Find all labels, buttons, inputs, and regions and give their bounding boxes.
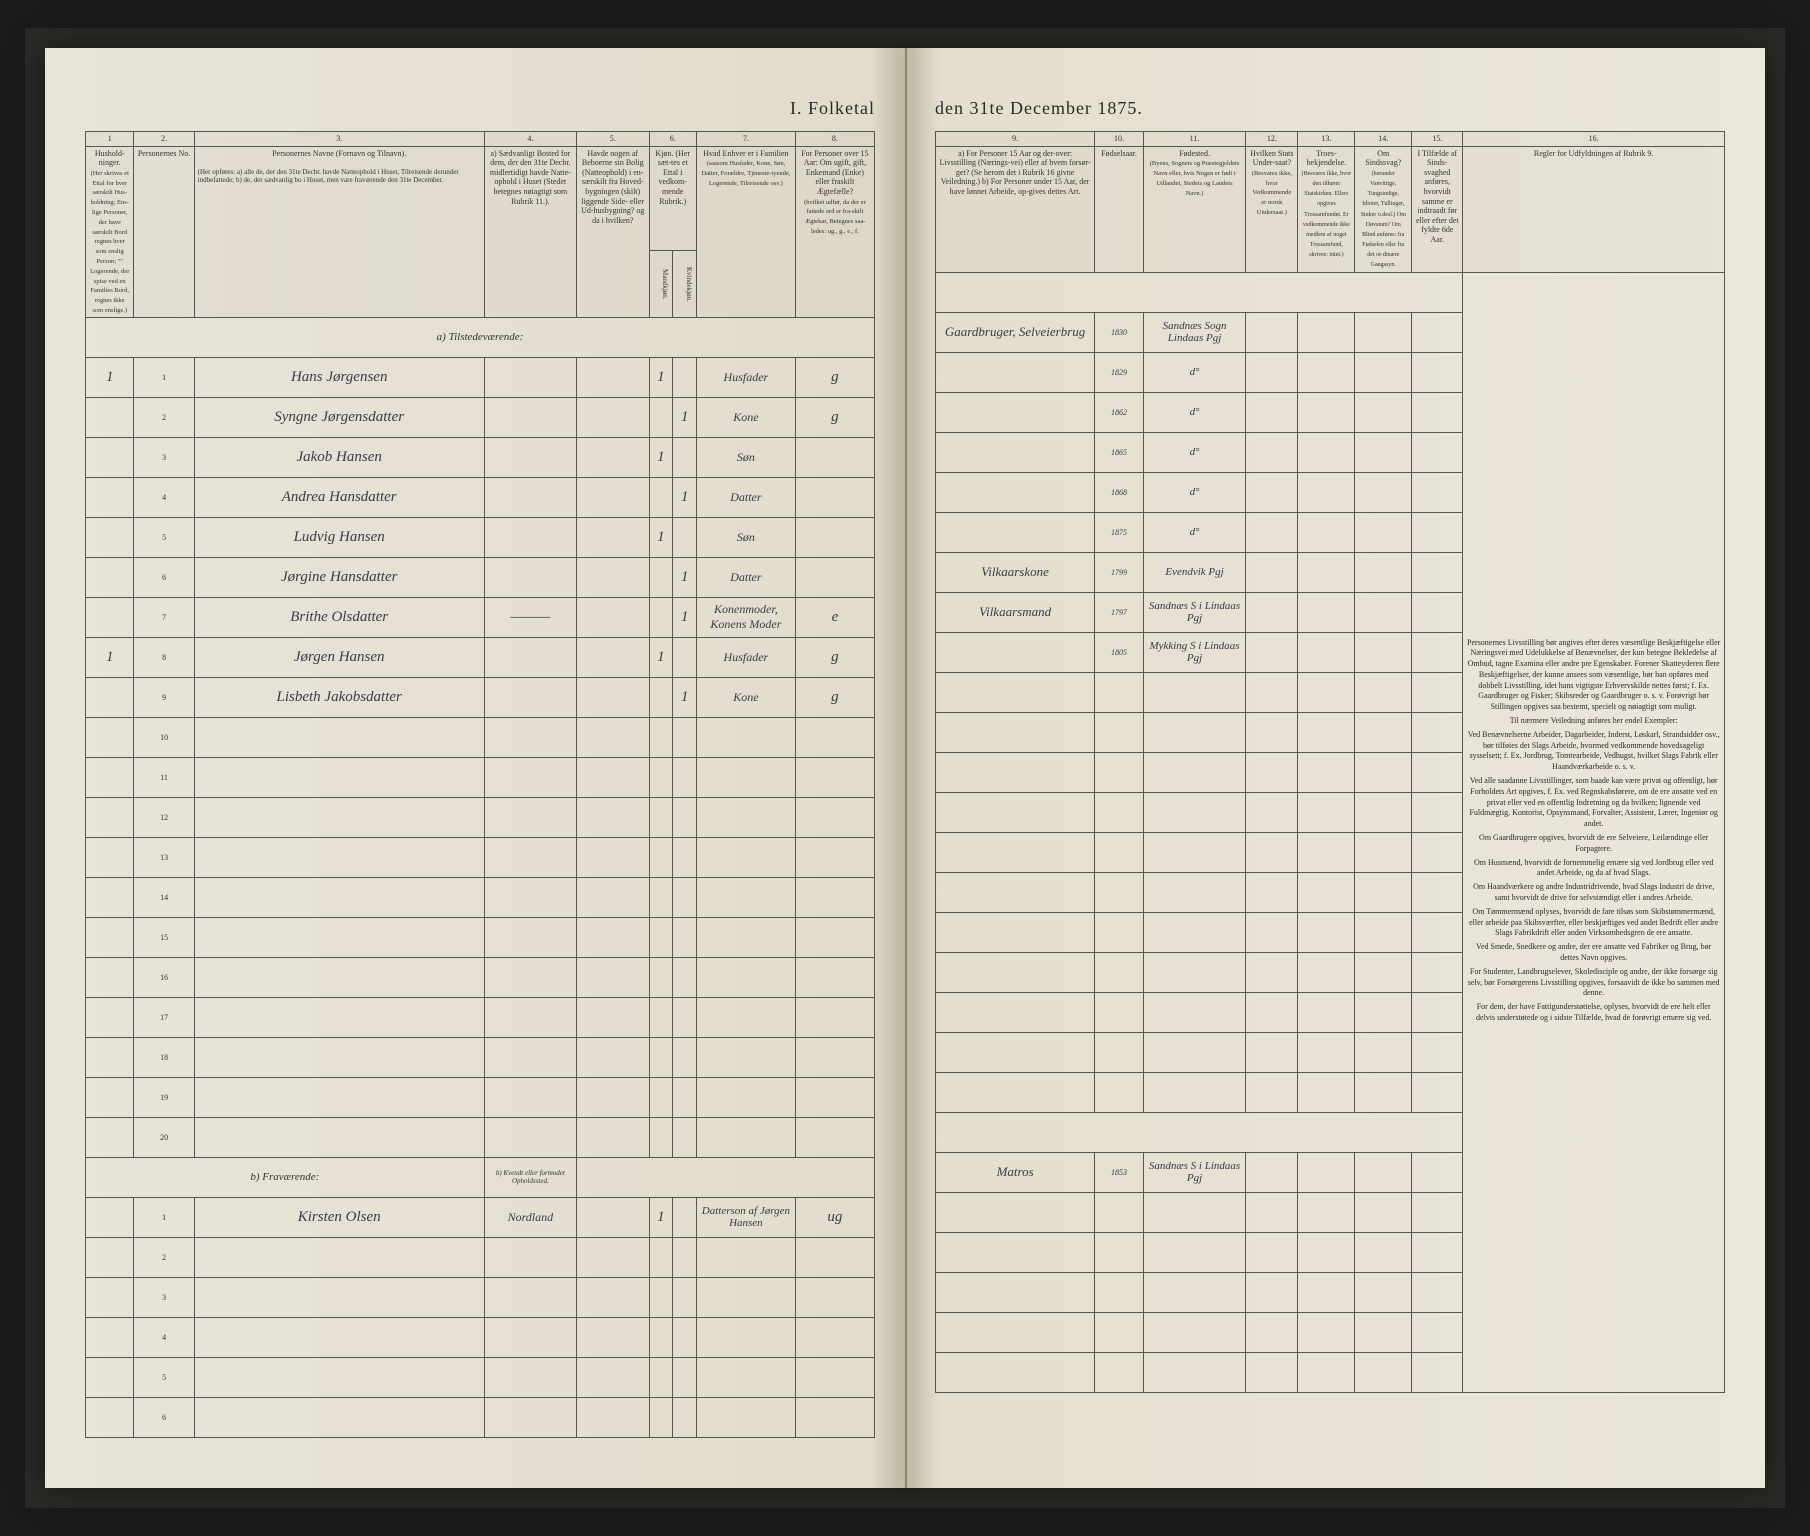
colnum-1: 1	[86, 132, 134, 147]
hdr-c3: Personernes Navne (Fornavn og Tilnavn).(…	[194, 146, 484, 317]
rcolnum-10: 10.	[1095, 132, 1144, 147]
scan-frame: I. Folketal 1 2. 3. 4. 5. 6. 7. 8. Husho…	[25, 28, 1785, 1508]
table-row-empty: 20	[86, 1117, 875, 1157]
table-row-empty: 16	[86, 957, 875, 997]
table-row-empty: 10	[86, 717, 875, 757]
rcolnum-13: 13.	[1298, 132, 1355, 147]
colnum-7: 7.	[696, 132, 795, 147]
table-row-empty: 19	[86, 1077, 875, 1117]
table-row: 7Brithe Olsdatter———1Konenmoder, Konens …	[86, 597, 875, 637]
hdr-c14: Om Sindssvag?(herunder Vanvittige, Tungs…	[1355, 146, 1412, 272]
census-table-right: 9. 10. 11. 12. 13. 14. 15. 16. a) For Pe…	[935, 131, 1725, 1393]
table-row: 18Jørgen Hansen1Husfaderg	[86, 637, 875, 677]
hdr-c12: Hvilken Stats Under-saat?(Besvares ikke,…	[1246, 146, 1298, 272]
table-row: 11Hans Jørgensen1Husfaderg	[86, 357, 875, 397]
hdr-c5: Havde nogen af Beboerne sin Bolig (Natte…	[577, 146, 650, 317]
table-row: 1Kirsten OlsenNordland1Datterson af Jørg…	[86, 1197, 875, 1237]
colnum-6: 6.	[649, 132, 696, 147]
hdr-c16: Regler for Udfyldningen af Rubrik 9.	[1463, 146, 1725, 272]
rcolnum-14: 14.	[1355, 132, 1412, 147]
section-b-c4: b) Kvendt eller formodet Opholdssted.	[484, 1157, 576, 1197]
hdr-c15: I Tilfælde af Sinds-svaghed anføres, hvo…	[1412, 146, 1463, 272]
table-row-empty: 5	[86, 1357, 875, 1397]
census-table-left: 1 2. 3. 4. 5. 6. 7. 8. Hushold-ninger.(H…	[85, 131, 875, 1438]
table-row-empty: 17	[86, 997, 875, 1037]
table-row: 9Lisbeth Jakobsdatter1Koneg	[86, 677, 875, 717]
table-row-empty: 11	[86, 757, 875, 797]
rcolnum-9: 9.	[936, 132, 1095, 147]
rcolnum-15: 15.	[1412, 132, 1463, 147]
census-book: I. Folketal 1 2. 3. 4. 5. 6. 7. 8. Husho…	[45, 48, 1765, 1488]
hdr-c2: Personernes No.	[134, 146, 194, 317]
table-row-empty: 3	[86, 1277, 875, 1317]
page-title-right: den 31te December 1875.	[935, 98, 1725, 119]
table-row: 5Ludvig Hansen1Søn	[86, 517, 875, 557]
hdr-c6m: Mandkjøn.	[649, 251, 673, 318]
hdr-c13: Troes-bekjendelse.(Besvares ikke, hvor d…	[1298, 146, 1355, 272]
table-row-empty: 14	[86, 877, 875, 917]
colnum-5: 5.	[577, 132, 650, 147]
hdr-c6: Kjøn. (Her sæt-tes et Ettal i vedkom-men…	[649, 146, 696, 251]
table-row: 6Jørgine Hansdatter1Datter	[86, 557, 875, 597]
table-row-empty: 18	[86, 1037, 875, 1077]
table-row-empty: 2	[86, 1237, 875, 1277]
colnum-4: 4.	[484, 132, 576, 147]
colnum-3: 3.	[194, 132, 484, 147]
rcolnum-12: 12.	[1246, 132, 1298, 147]
hdr-c8: For Personer over 15 Aar: Om ugift, gift…	[795, 146, 874, 317]
hdr-c4: a) Sædvanligt Bosted for dem, der den 31…	[484, 146, 576, 317]
table-row-empty: 12	[86, 797, 875, 837]
hdr-c7: Hvad Enhver er i Familien(saasom Husfade…	[696, 146, 795, 317]
hdr-c6k: Kvindekjøn.	[673, 251, 697, 318]
hdr-c10: Fødselsaar.	[1095, 146, 1144, 272]
table-row-empty: 13	[86, 837, 875, 877]
left-page: I. Folketal 1 2. 3. 4. 5. 6. 7. 8. Husho…	[45, 48, 905, 1488]
colnum-8: 8.	[795, 132, 874, 147]
rules-cell: Personernes Livsstilling bør angives eft…	[1463, 272, 1725, 1392]
rcolnum-16: 16.	[1463, 132, 1725, 147]
table-row: 3Jakob Hansen1Søn	[86, 437, 875, 477]
table-row-empty: 4	[86, 1317, 875, 1357]
table-row: 4Andrea Hansdatter1Datter	[86, 477, 875, 517]
hdr-c11: Fødested.(Byens, Sognets og Præstegjelde…	[1143, 146, 1245, 272]
hdr-c9: a) For Personer 15 Aar og der-over: Livs…	[936, 146, 1095, 272]
table-row-empty: 6	[86, 1397, 875, 1437]
page-title-left: I. Folketal	[85, 98, 875, 119]
hdr-c1: Hushold-ninger.(Her skrives et Ettal for…	[86, 146, 134, 317]
right-page: den 31te December 1875. 9. 10. 11. 12. 1…	[905, 48, 1765, 1488]
table-row-empty: 15	[86, 917, 875, 957]
absent-rows: b) Fraværende: b) Kvendt eller formodet …	[86, 1157, 875, 1437]
colnum-2: 2.	[134, 132, 194, 147]
section-a-label: a) Tilstedeværende:	[86, 317, 875, 357]
right-data-rows: Personernes Livsstilling bør angives eft…	[936, 272, 1725, 1392]
section-b-label: b) Fraværende:	[86, 1157, 485, 1197]
table-row: 2Syngne Jørgensdatter1Koneg	[86, 397, 875, 437]
present-rows: a) Tilstedeværende: 11Hans Jørgensen1Hus…	[86, 317, 875, 1157]
rcolnum-11: 11.	[1143, 132, 1245, 147]
